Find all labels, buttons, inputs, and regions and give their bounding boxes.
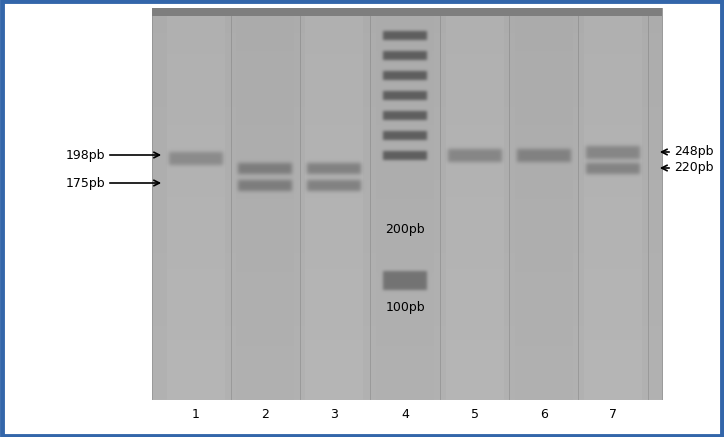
Text: 5: 5 [471, 409, 479, 422]
Text: 100pb: 100pb [385, 302, 425, 315]
Text: 198pb: 198pb [65, 149, 105, 162]
Text: 220pb: 220pb [674, 162, 713, 174]
Text: 200pb: 200pb [385, 223, 425, 236]
Text: 3: 3 [330, 409, 338, 422]
Text: 1: 1 [192, 409, 200, 422]
Text: 4: 4 [401, 409, 409, 422]
Text: 248pb: 248pb [674, 146, 713, 159]
Text: 175pb: 175pb [65, 177, 105, 190]
Text: 6: 6 [540, 409, 548, 422]
Text: 7: 7 [609, 409, 617, 422]
Text: 2: 2 [261, 409, 269, 422]
